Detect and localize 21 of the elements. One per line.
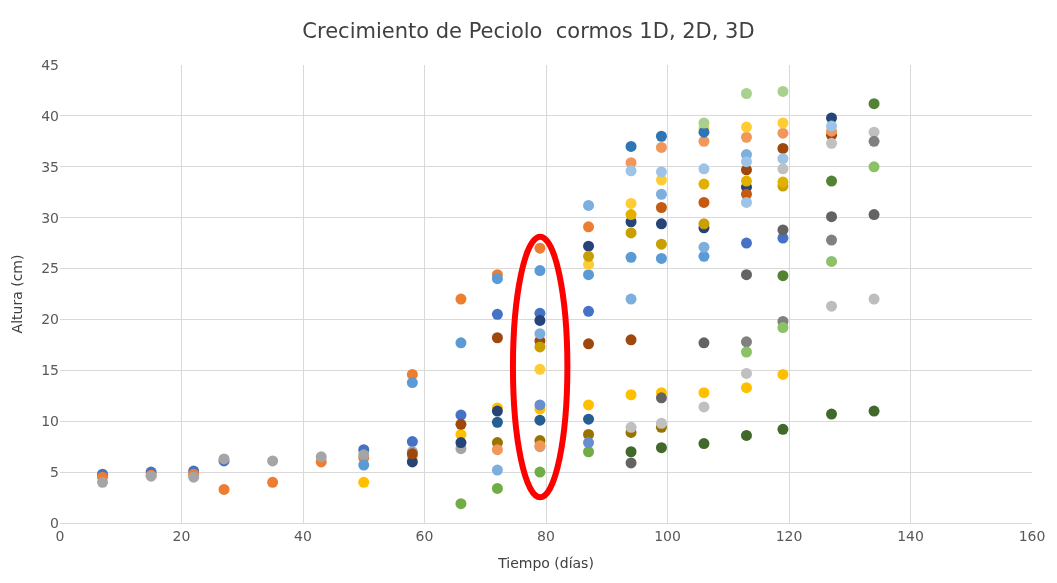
- x-tick-label: 60: [415, 527, 434, 544]
- y-tick-label: 20: [41, 311, 59, 328]
- x-tick-label: 20: [172, 527, 191, 544]
- y-tick-label: 25: [41, 260, 59, 277]
- x-axis-title: Tiempo (días): [497, 555, 594, 572]
- y-tick-label: 5: [50, 464, 59, 481]
- y-tick-label: 35: [41, 158, 59, 175]
- x-tick-label: 80: [537, 527, 555, 544]
- y-axis-title: Altura (cm): [8, 254, 25, 334]
- y-tick-label: 10: [41, 413, 59, 430]
- y-tick-label: 0: [50, 514, 59, 531]
- x-tick-label: 120: [775, 527, 803, 544]
- x-tick-label: 100: [654, 527, 681, 544]
- x-tick-label: 160: [1018, 527, 1046, 544]
- y-tick-label: 30: [41, 209, 59, 226]
- x-tick-label: 40: [294, 527, 312, 544]
- y-tick-label: 15: [41, 362, 59, 379]
- chart-title: Crecimiento de Peciolo cormos 1D, 2D, 3D: [302, 19, 755, 44]
- x-tick-label: 140: [897, 527, 924, 544]
- y-tick-label: 40: [41, 107, 59, 124]
- y-tick-label: 45: [41, 56, 59, 73]
